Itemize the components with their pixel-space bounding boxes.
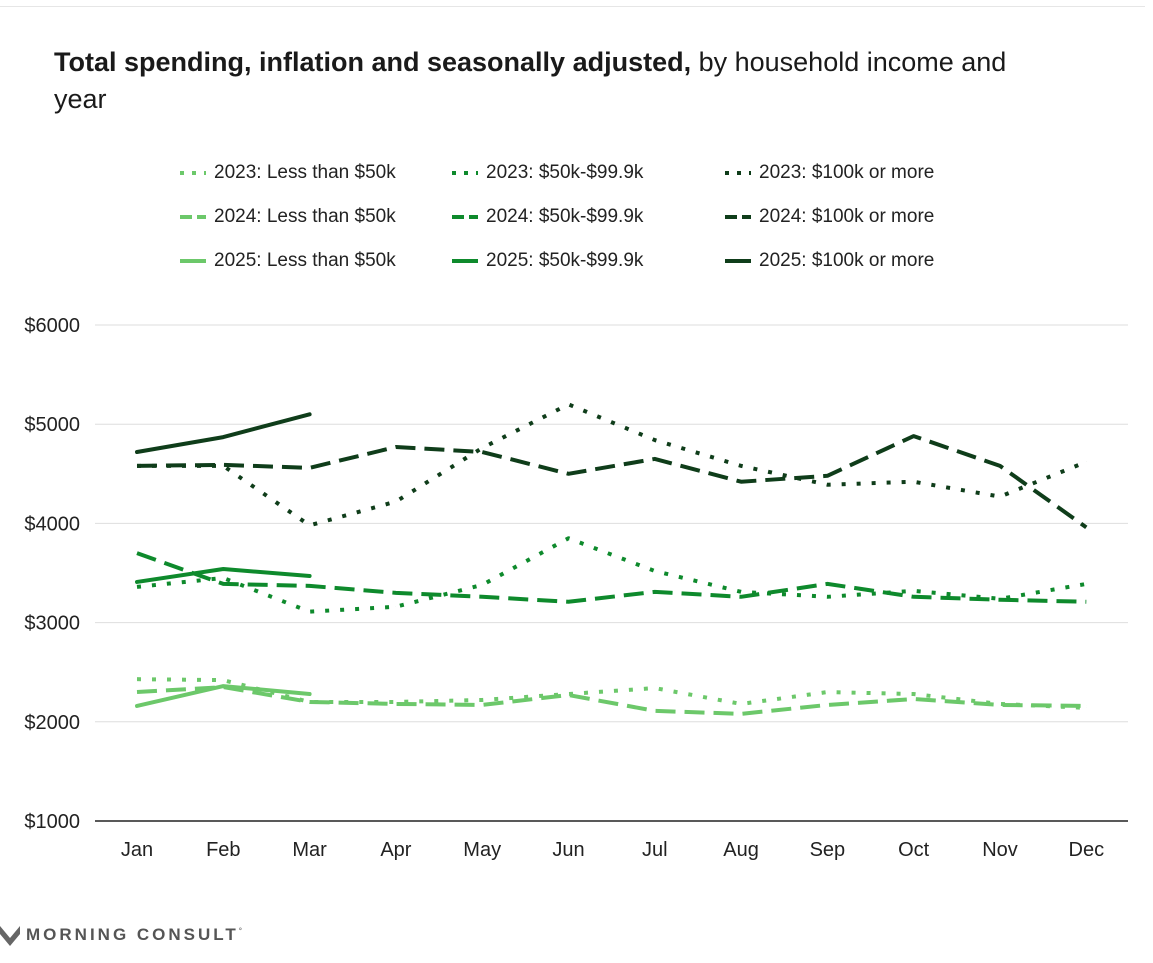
x-tick-label: Sep bbox=[810, 839, 846, 861]
morning-consult-logo-icon bbox=[0, 926, 20, 946]
x-tick-label: Dec bbox=[1069, 839, 1105, 861]
legend-item: 2023: $50k-$99.9k bbox=[450, 157, 643, 189]
x-tick-label: Apr bbox=[380, 839, 411, 861]
legend-label: 2023: $50k-$99.9k bbox=[486, 162, 644, 183]
legend-swatch bbox=[725, 259, 751, 263]
series-line bbox=[136, 434, 1088, 529]
legend-item: 2024: $100k or more bbox=[723, 201, 934, 233]
series-line bbox=[135, 567, 312, 584]
chart-title-rest: by household income and year bbox=[54, 47, 1007, 114]
x-tick-label: Jun bbox=[552, 839, 584, 861]
y-tick-label: $5000 bbox=[24, 414, 80, 436]
legend-swatch bbox=[452, 215, 478, 219]
legend-label: 2024: $100k or more bbox=[759, 206, 935, 227]
series-line bbox=[136, 685, 1087, 716]
line-chart: $6000 $5000 $4000 $3000 $2000 $1000 Jan Feb Mar A… bbox=[24, 315, 1128, 861]
x-tick-label: Aug bbox=[723, 839, 759, 861]
legend-item: 2025: $100k or more bbox=[723, 245, 934, 277]
legend-swatch bbox=[725, 171, 751, 175]
series-line bbox=[136, 677, 1087, 710]
chart-legend: 2023: Less than $50k 2023: $50k-$99.9k 202… bbox=[178, 157, 1078, 287]
legend-item: 2025: $50k-$99.9k bbox=[450, 245, 643, 277]
y-tick-label: $2000 bbox=[24, 712, 80, 734]
legend-label: 2023: $100k or more bbox=[759, 162, 935, 183]
series-line bbox=[137, 402, 1088, 528]
y-tick-label: $1000 bbox=[24, 811, 80, 833]
legend-label: 2025: $100k or more bbox=[759, 250, 935, 271]
legend-swatch bbox=[180, 171, 206, 175]
y-tick-label: $3000 bbox=[24, 613, 80, 635]
chart-title: Total spending, inflation and seasonally… bbox=[54, 44, 1054, 118]
x-tick-label: Mar bbox=[292, 839, 327, 861]
brand-name: MORNING CONSULT° bbox=[26, 925, 245, 944]
chart-title-bold: Total spending, inflation and seasonally… bbox=[54, 47, 692, 77]
series-line bbox=[136, 551, 1087, 604]
y-tick-label: $6000 bbox=[24, 315, 80, 337]
legend-label: 2023: Less than $50k bbox=[214, 162, 396, 183]
y-tick-label: $4000 bbox=[24, 513, 80, 535]
series-line bbox=[135, 412, 312, 454]
x-tick-label: Oct bbox=[898, 839, 930, 861]
legend-swatch bbox=[452, 259, 478, 263]
x-tick-label: Jul bbox=[642, 839, 668, 861]
legend-label: 2025: Less than $50k bbox=[214, 250, 396, 271]
top-divider bbox=[0, 6, 1145, 7]
brand-footer: MORNING CONSULT° bbox=[0, 924, 245, 946]
legend-item: 2024: $50k-$99.9k bbox=[450, 201, 643, 233]
legend-item: 2023: $100k or more bbox=[723, 157, 934, 189]
legend-item: 2024: Less than $50k bbox=[178, 201, 396, 233]
x-tick-label: Feb bbox=[206, 839, 240, 861]
x-tick-label: Jan bbox=[121, 839, 153, 861]
legend-swatch bbox=[452, 171, 478, 175]
legend-label: 2024: $50k-$99.9k bbox=[486, 206, 644, 227]
x-tick-label: Nov bbox=[982, 839, 1018, 861]
legend-item: 2023: Less than $50k bbox=[178, 157, 396, 189]
legend-swatch bbox=[725, 215, 751, 219]
legend-label: 2024: Less than $50k bbox=[214, 206, 396, 227]
legend-label: 2025: $50k-$99.9k bbox=[486, 250, 644, 271]
legend-swatch bbox=[180, 215, 206, 219]
legend-swatch bbox=[180, 259, 206, 263]
x-tick-label: May bbox=[463, 839, 501, 861]
legend-item: 2025: Less than $50k bbox=[178, 245, 396, 277]
